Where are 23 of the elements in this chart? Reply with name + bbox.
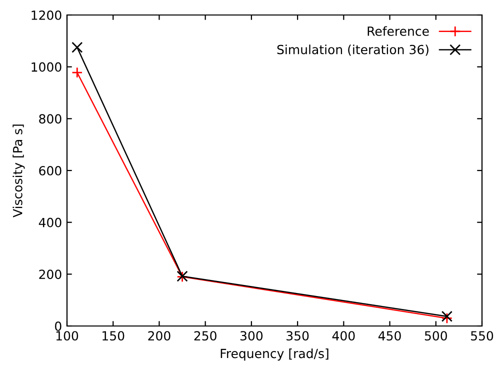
x-tick-label: 250 — [194, 331, 216, 341]
x-tick-label: 450 — [378, 331, 401, 341]
y-tick-label: 200 — [39, 270, 62, 280]
y-tick-label: 1200 — [32, 10, 62, 20]
y-axis-title: Viscosity [Pa s] — [12, 124, 25, 218]
x-tick-label: 300 — [240, 331, 263, 341]
x-tick-label: 350 — [286, 331, 309, 341]
point — [72, 66, 83, 78]
x-tick-label: 200 — [148, 331, 170, 341]
y-tick-label: 600 — [39, 166, 62, 176]
x-axis-title: Frequency [rad/s] — [220, 348, 328, 361]
legend-label: Simulation (iteration 36) — [277, 44, 428, 56]
y-tick-label: 0 — [55, 321, 62, 331]
x-tick-label: 550 — [471, 331, 494, 341]
legend-label: Reference — [368, 26, 429, 36]
y-tick-label: 800 — [39, 114, 62, 124]
x-tick-label: 150 — [102, 331, 124, 341]
y-tick-label: 1000 — [32, 62, 62, 72]
point — [72, 42, 83, 53]
x-tick-label: 400 — [332, 331, 355, 341]
x-tick-label: 500 — [424, 331, 447, 341]
x-tick-label: 100 — [56, 331, 78, 341]
y-tick-label: 400 — [38, 218, 62, 228]
